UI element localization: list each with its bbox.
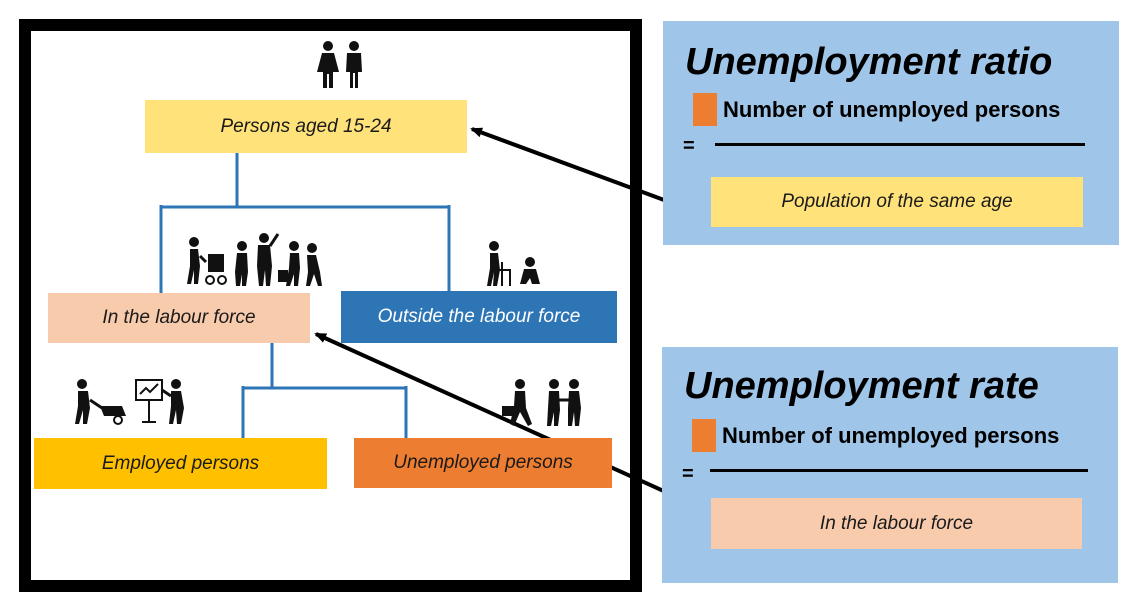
ratio-title: Unemployment ratio xyxy=(685,41,1053,83)
ratio-denominator: Population of the same age xyxy=(711,177,1083,227)
man-woman-icon xyxy=(317,41,362,88)
connector-labour-split xyxy=(241,343,408,438)
ratio-numerator: Number of unemployed persons xyxy=(723,96,1061,122)
rate-numerator: Number of unemployed persons xyxy=(722,422,1060,448)
rate-denominator: In the labour force xyxy=(711,498,1082,549)
node-employed-persons: Employed persons xyxy=(34,438,327,489)
node-in-labour-force: In the labour force xyxy=(48,293,310,343)
ratio-orange-marker xyxy=(693,93,717,126)
rate-title: Unemployment rate xyxy=(684,365,1039,407)
connector-root-split xyxy=(159,153,451,293)
job-seekers-icon xyxy=(502,379,581,426)
ratio-equals-sign: = xyxy=(683,135,695,157)
rate-equals-sign: = xyxy=(682,463,694,485)
rate-numerator-row: Number of unemployed persons xyxy=(692,419,1059,452)
rate-orange-marker xyxy=(692,419,716,452)
unemployment-rate-panel: Unemployment rate Number of unemployed p… xyxy=(662,347,1118,583)
ratio-numerator-row: Number of unemployed persons xyxy=(693,93,1060,126)
unemployment-ratio-panel: Unemployment ratio Number of unemployed … xyxy=(663,21,1119,245)
node-unemployed-persons: Unemployed persons xyxy=(354,438,612,488)
elderly-and-child-icon xyxy=(487,241,540,286)
employed-workers-icon xyxy=(75,379,184,425)
rate-fraction-bar xyxy=(710,469,1088,472)
ratio-fraction-bar xyxy=(715,143,1085,146)
node-outside-labour-force: Outside the labour force xyxy=(341,291,617,343)
node-persons-aged-15-24: Persons aged 15-24 xyxy=(145,100,467,153)
workers-group-icon xyxy=(187,233,322,286)
